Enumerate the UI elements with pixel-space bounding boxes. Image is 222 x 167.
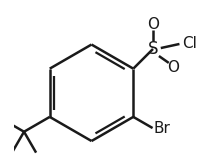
- Text: Br: Br: [153, 121, 170, 136]
- Text: O: O: [147, 17, 159, 32]
- Text: Cl: Cl: [182, 36, 197, 51]
- Text: S: S: [148, 40, 158, 58]
- Text: O: O: [167, 60, 179, 75]
